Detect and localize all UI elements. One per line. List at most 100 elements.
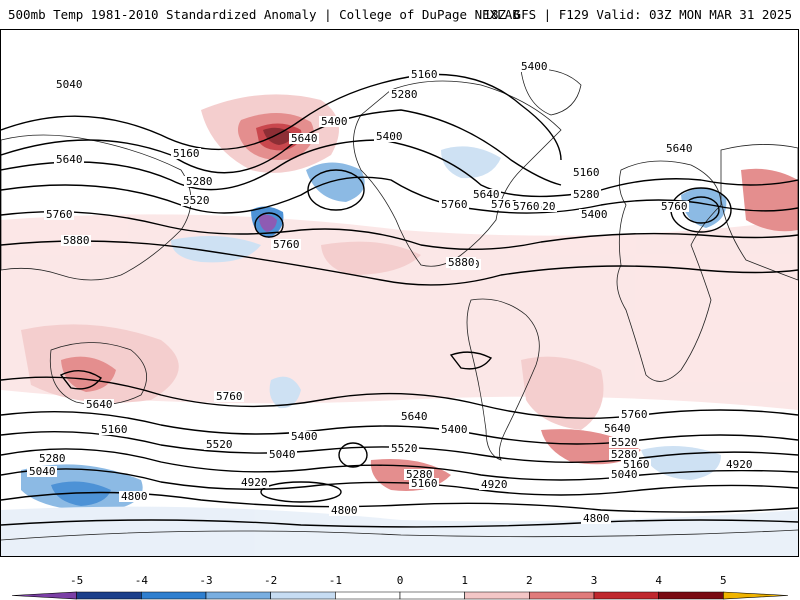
colorbar-tick-label: 4 — [655, 574, 662, 587]
colorbar-tick-label: 3 — [590, 574, 598, 587]
contour-label: 4920 — [481, 478, 508, 491]
colorbar-tick-label: 1 — [461, 574, 468, 587]
colorbar-segment — [464, 591, 530, 600]
contour-label-background — [181, 195, 211, 206]
colorbar-segment — [270, 591, 336, 600]
contour-label: 5160 — [573, 166, 600, 179]
contour-label-background — [389, 89, 419, 100]
contour-label-background — [289, 431, 319, 442]
anomaly-warm-russia — [741, 168, 798, 232]
contour-label: 5640 — [401, 410, 428, 423]
contour-label: 4920 — [726, 458, 753, 471]
greenland-outline — [520, 68, 582, 116]
contour-label-background — [54, 79, 84, 90]
contour-label: 5280 — [391, 88, 418, 101]
contour-label: 5640 — [86, 398, 113, 411]
colorbar-segment — [529, 591, 595, 600]
contour-label-background — [609, 469, 639, 480]
contour-label-background — [54, 154, 84, 165]
contour-label-background — [579, 209, 609, 220]
contour-label: 5760 — [441, 198, 468, 211]
europe-africa-outline — [616, 160, 722, 382]
contour-label: 5160 — [101, 423, 128, 436]
contour-label: 5760 — [46, 208, 73, 221]
contour-label-background — [119, 491, 149, 502]
contour-label-background — [609, 437, 639, 448]
contour-label: 5760 — [491, 198, 518, 211]
contour-label: 5400 — [581, 208, 608, 221]
colorbar-tick-label: -1 — [328, 574, 342, 587]
colorbar-segment — [593, 591, 659, 600]
colorbar-tick-label: 0 — [396, 574, 404, 587]
contour-label: 4800 — [583, 512, 610, 525]
colorbar-segment — [141, 591, 207, 600]
contour-label-background — [84, 399, 114, 410]
colorbar-tick-label: 5 — [720, 574, 727, 587]
colorbar-tick-label: -3 — [199, 574, 213, 587]
contour-label-background — [61, 235, 91, 246]
contour-label-background — [571, 189, 601, 200]
contour-label: 5280 — [39, 452, 66, 465]
contour-label-background — [44, 209, 74, 220]
contour-label-background — [271, 239, 301, 250]
anomaly-cool-sindian — [641, 446, 721, 480]
contour-label: 5280 — [573, 188, 600, 201]
contour-label-background — [446, 257, 476, 268]
contour-label: 5640 — [604, 422, 631, 435]
model-run-info: 18Z GFS | F129 Valid: 03Z MON MAR 31 202… — [483, 7, 792, 22]
contour-label-background — [214, 391, 244, 402]
contour-label: 5520 — [183, 194, 210, 207]
contour-label: 5280 — [406, 468, 433, 481]
contour-label: 5520 — [206, 438, 233, 451]
colorbar-tick-label: 2 — [526, 574, 533, 587]
colorbar-segment — [335, 591, 401, 600]
contour-label-background — [329, 505, 359, 516]
contour-label-background — [184, 176, 214, 187]
contour-label: 5160 — [623, 458, 650, 471]
contour-label-background — [571, 167, 601, 178]
colorbar-segment — [399, 591, 465, 600]
contour-label: 5760 — [513, 200, 540, 213]
contour-label-background — [319, 116, 349, 127]
contour-label-background — [439, 199, 469, 210]
contour-label: 4800 — [331, 504, 358, 517]
contour-label-background — [239, 477, 269, 488]
colorbar-graphic — [11, 591, 789, 600]
contour-label-background — [724, 459, 754, 470]
contour-label: 5640 — [291, 132, 318, 145]
contour-label: 5160 — [411, 477, 438, 490]
contour-label-background — [27, 466, 57, 477]
contour-label: 5280 — [611, 448, 638, 461]
south-america-outline — [466, 298, 540, 461]
contour-label: 4920 — [241, 476, 268, 489]
map-panel: 5040 5160 5280 5400 5400 5640 5640 5160 5280 5520… — [0, 29, 799, 557]
contour-label: 5520 — [391, 442, 418, 455]
contour-label: 5640 — [666, 142, 693, 155]
contour-label-background — [519, 61, 549, 72]
colorbar-segment — [11, 591, 77, 600]
contour-label-background — [389, 443, 419, 454]
contour-label-background — [37, 453, 67, 464]
contour-label-background — [602, 423, 632, 434]
contour-label-background — [609, 449, 639, 460]
colorbar-tick-label: -5 — [70, 574, 84, 587]
anomaly-warm-samerica — [521, 356, 604, 430]
contour-label: 5400 — [376, 130, 403, 143]
contour-label-background — [664, 143, 694, 154]
colorbar-segment — [658, 591, 724, 600]
asia-east-outline — [720, 144, 798, 281]
contour-label: 5400 — [321, 115, 348, 128]
contour-label-background — [527, 201, 557, 212]
contour-label-background — [374, 131, 404, 142]
contour-label: 5880 — [448, 256, 475, 269]
contour-label-background — [619, 409, 649, 420]
contour-label: 5640 — [473, 188, 500, 201]
contour-label: 5400 — [521, 60, 548, 73]
contour-label-background — [511, 201, 541, 212]
contour-label-background — [409, 478, 439, 489]
contour-label-background — [267, 449, 297, 460]
colorbar-segment — [723, 591, 789, 600]
australia-outline — [49, 342, 148, 406]
contour-label: 4800 — [121, 490, 148, 503]
colorbar-segment — [205, 591, 271, 600]
